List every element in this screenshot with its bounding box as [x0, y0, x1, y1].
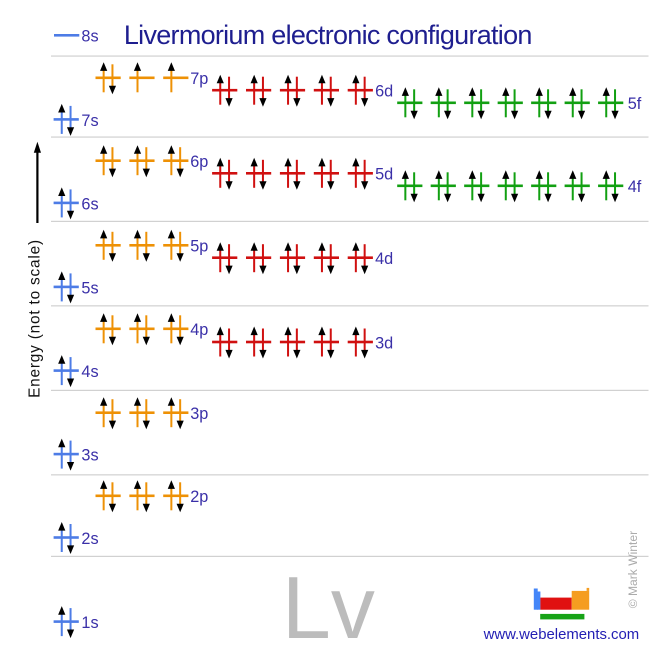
svg-text:5p: 5p	[190, 238, 208, 256]
svg-text:6p: 6p	[190, 153, 208, 171]
svg-text:3p: 3p	[190, 405, 208, 423]
svg-text:4f: 4f	[628, 178, 642, 196]
svg-text:© Mark Winter: © Mark Winter	[626, 531, 640, 608]
svg-text:5f: 5f	[628, 95, 642, 113]
svg-text:5s: 5s	[81, 279, 98, 297]
svg-text:Energy (not to scale): Energy (not to scale)	[26, 239, 43, 398]
svg-text:4d: 4d	[375, 250, 393, 268]
svg-text:5d: 5d	[375, 166, 393, 184]
svg-text:4s: 4s	[81, 363, 98, 381]
svg-text:7s: 7s	[81, 112, 98, 130]
svg-text:4p: 4p	[190, 321, 208, 339]
svg-text:1s: 1s	[81, 614, 98, 632]
svg-text:2p: 2p	[190, 488, 208, 506]
svg-text:7p: 7p	[190, 70, 208, 88]
svg-text:Lv: Lv	[282, 558, 375, 657]
svg-text:2s: 2s	[81, 530, 98, 548]
svg-text:3d: 3d	[375, 334, 393, 352]
svg-text:Livermorium electronic configu: Livermorium electronic configuration	[124, 20, 532, 50]
svg-text:6s: 6s	[81, 195, 98, 213]
svg-text:8s: 8s	[81, 28, 98, 46]
svg-text:www.webelements.com: www.webelements.com	[483, 627, 640, 643]
svg-text:3s: 3s	[81, 447, 98, 465]
svg-text:6d: 6d	[375, 83, 393, 101]
